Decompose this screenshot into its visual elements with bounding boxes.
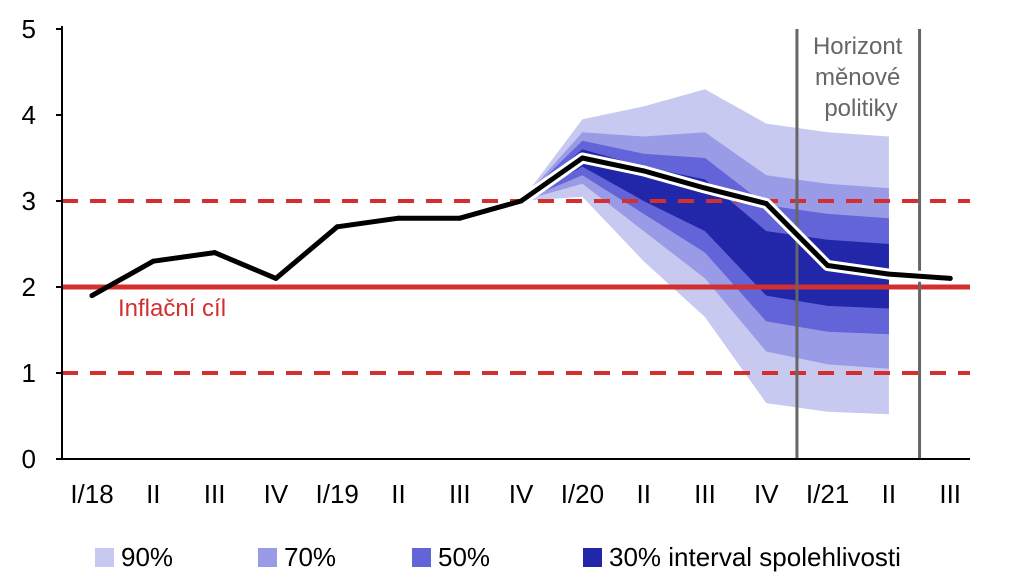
y-tick-label: 3 [22, 186, 36, 216]
legend-label-4: 30% interval spolehlivosti [609, 542, 901, 572]
series-point [518, 198, 524, 204]
series-point [212, 250, 218, 256]
x-tick-label: III [449, 479, 471, 509]
y-tick-label: 1 [22, 358, 36, 388]
x-tick-label: IV [509, 479, 534, 509]
legend-swatch-1 [95, 548, 114, 567]
horizon-label: Horizont měnové politiky [813, 33, 909, 122]
series-point [89, 293, 95, 299]
x-tick-label: IV [754, 479, 779, 509]
fan-bands [521, 89, 889, 415]
target-label: Inflační cíl [118, 295, 226, 322]
y-tick-label: 0 [22, 444, 36, 474]
x-tick-label: I/18 [70, 479, 113, 509]
series-point [396, 215, 401, 221]
horizon-label-line-2: měnové [815, 64, 900, 91]
series-point [457, 215, 463, 221]
x-tick-label: II [146, 479, 160, 509]
x-tick-label: II [636, 479, 650, 509]
legend-swatch-3 [412, 548, 431, 567]
legend: 90% 70% 50% 30% interval spolehlivosti [95, 542, 901, 572]
y-tick-label: 2 [22, 272, 36, 302]
series-point [702, 185, 708, 191]
legend-swatch-4 [583, 548, 602, 567]
series-point [825, 263, 831, 268]
y-tick-label: 5 [22, 14, 36, 44]
legend-label-3: 50% [438, 542, 490, 572]
legend-label-1: 90% [121, 542, 173, 572]
y-tick-label: 4 [22, 100, 36, 130]
series-point [579, 155, 585, 161]
series-point [947, 275, 953, 281]
forecast-line [89, 152, 953, 299]
series-point [886, 271, 892, 277]
x-tick-label: II [391, 479, 405, 509]
annotations: Inflační cíl Horizont měnové politiky [118, 33, 909, 322]
legend-swatch-2 [258, 548, 277, 567]
x-tick-label: I/19 [316, 479, 359, 509]
series-point [273, 275, 279, 281]
x-tick-label: I/21 [806, 479, 849, 509]
x-tick-label: III [939, 479, 961, 509]
policy-horizon [795, 29, 922, 459]
x-tick-label: III [204, 479, 226, 509]
series-point [334, 224, 340, 230]
horizon-label-line-3: politiky [824, 95, 897, 122]
horizon-label-line-1: Horizont [813, 33, 903, 60]
series-point [763, 201, 769, 207]
x-tick-label: IV [264, 479, 289, 509]
legend-label-2: 70% [284, 542, 336, 572]
series-point [150, 258, 156, 264]
x-tick-label: I/20 [561, 479, 604, 509]
series-point [641, 168, 647, 174]
x-tick-label: II [882, 479, 896, 509]
x-tick-label: III [694, 479, 716, 509]
